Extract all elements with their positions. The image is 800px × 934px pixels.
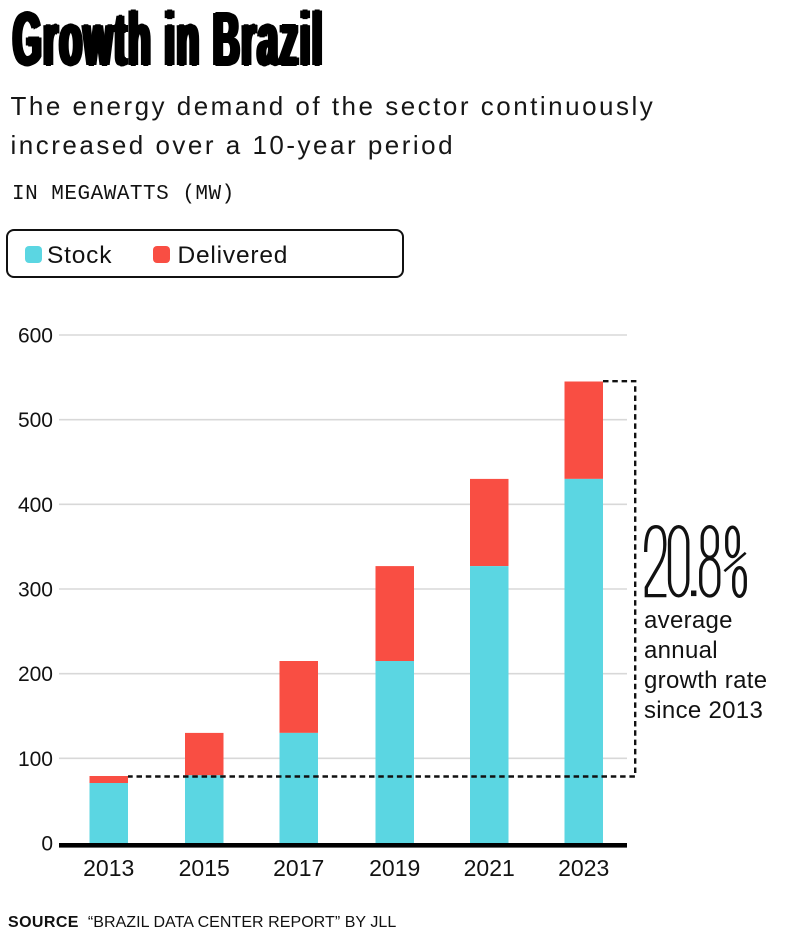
- svg-text:200: 200: [18, 663, 53, 686]
- svg-text:2017: 2017: [273, 855, 324, 881]
- svg-text:500: 500: [18, 409, 53, 432]
- svg-text:2013: 2013: [83, 855, 134, 881]
- svg-text:2023: 2023: [558, 855, 609, 881]
- svg-text:2019: 2019: [369, 855, 420, 881]
- svg-text:300: 300: [18, 579, 53, 602]
- svg-text:100: 100: [18, 748, 53, 771]
- svg-text:0: 0: [41, 833, 53, 856]
- svg-text:400: 400: [18, 494, 53, 517]
- svg-text:2021: 2021: [464, 855, 515, 881]
- svg-text:2015: 2015: [179, 855, 230, 881]
- svg-text:600: 600: [18, 325, 53, 348]
